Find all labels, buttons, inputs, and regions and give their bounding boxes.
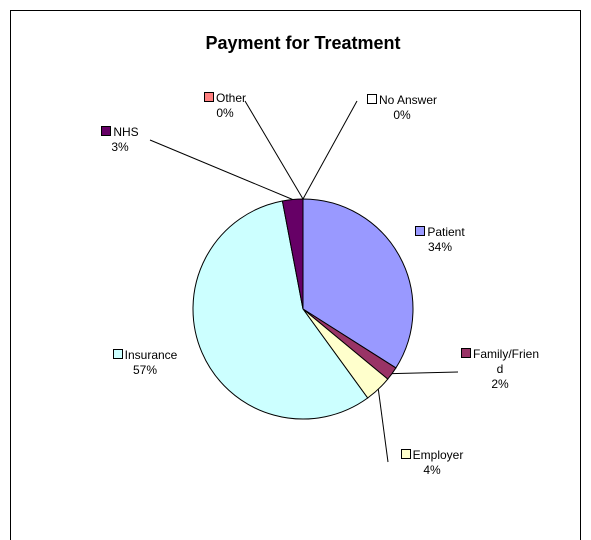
- pie-slice: [192, 200, 369, 420]
- slice-name: Insurance: [124, 348, 178, 362]
- chart-title: Payment for Treatment: [205, 33, 400, 53]
- legend-key: [460, 348, 471, 358]
- legend-key: [400, 449, 411, 459]
- slice-label: Insurance 57%: [100, 348, 190, 378]
- slice-percent: 0%: [393, 108, 411, 122]
- leader-line: [302, 100, 358, 200]
- slice-percent: 4%: [423, 463, 441, 477]
- leader-line: [244, 100, 304, 200]
- slice-label: Family/Friend 2%: [458, 347, 542, 392]
- slice-name: Other: [215, 91, 246, 105]
- slice-name: Employer: [412, 448, 464, 462]
- legend-key: [415, 226, 426, 236]
- leader-line: [377, 389, 389, 463]
- slice-label: Patient 34%: [400, 225, 480, 255]
- slice-percent: 2%: [491, 377, 509, 391]
- slice-percent: 34%: [427, 240, 453, 254]
- legend-key: [203, 92, 214, 102]
- slice-label: NHS 3%: [90, 125, 150, 155]
- slice-percent: 3%: [111, 140, 129, 154]
- legend-key: [101, 126, 112, 136]
- slice-name: Family/Friend: [472, 347, 539, 376]
- pie-slice: [302, 198, 414, 369]
- legend-key: [366, 94, 377, 104]
- slice-name: Patient: [427, 225, 465, 239]
- slice-name: No Answer: [378, 93, 438, 107]
- slice-percent: 57%: [132, 363, 158, 377]
- slice-label: Employer 4%: [387, 448, 477, 478]
- slice-name: NHS: [113, 125, 139, 139]
- leader-line: [149, 139, 293, 200]
- slice-percent: 0%: [216, 106, 234, 120]
- slice-label: No Answer 0%: [352, 93, 452, 123]
- leader-line: [391, 371, 459, 375]
- slice-label: Other 0%: [190, 91, 260, 121]
- legend-key: [112, 349, 123, 359]
